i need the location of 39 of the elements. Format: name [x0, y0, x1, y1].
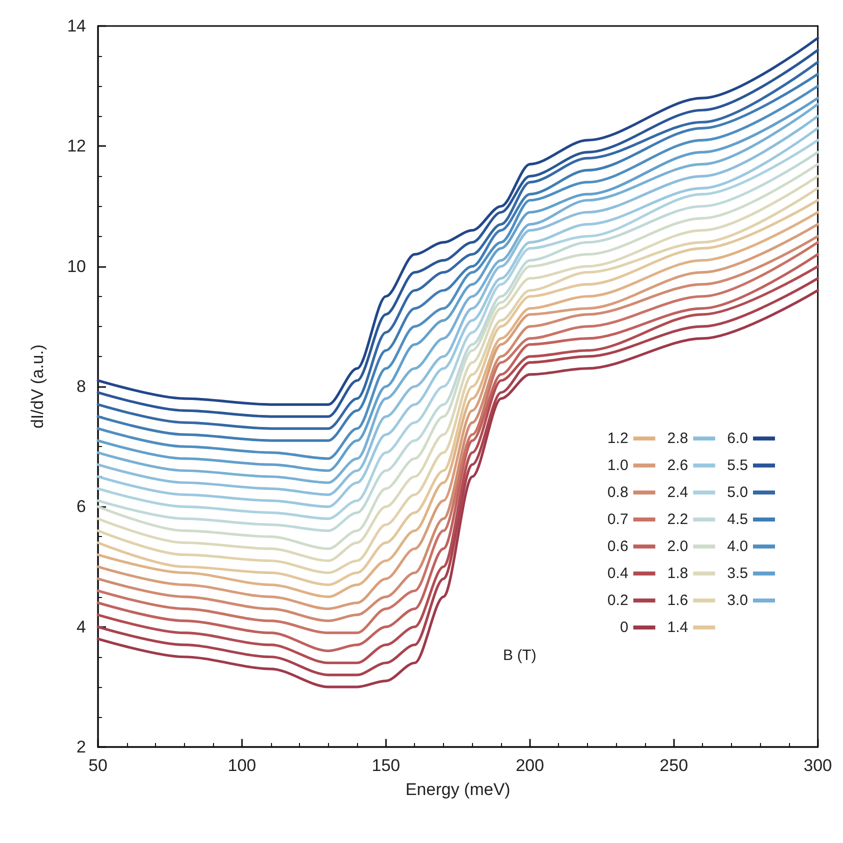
legend-title: B (T)	[503, 647, 536, 664]
legend-label: 1.0	[607, 457, 628, 474]
y-tick-label: 12	[67, 136, 86, 156]
y-tick-label: 14	[67, 16, 86, 36]
x-tick-label: 250	[660, 756, 688, 775]
x-tick-label: 300	[804, 756, 832, 775]
legend-label: 0.7	[607, 511, 628, 528]
legend-label: 5.0	[727, 484, 748, 501]
legend-label: 6.0	[727, 430, 748, 447]
legend-label: 0.8	[607, 484, 628, 501]
legend-label: 1.8	[667, 565, 688, 582]
legend-label: 0.4	[607, 565, 628, 582]
legend-label: 2.2	[667, 511, 688, 528]
legend-label: 1.4	[667, 619, 688, 636]
legend-label: 2.6	[667, 457, 688, 474]
y-tick-label: 8	[76, 377, 86, 396]
x-axis-title: Energy (meV)	[405, 780, 510, 799]
legend-label: 1.2	[607, 430, 628, 447]
x-tick-label: 200	[516, 756, 544, 775]
legend-label: 4.0	[727, 538, 748, 555]
legend-label: 0.6	[607, 538, 628, 555]
y-tick-label: 2	[76, 738, 86, 756]
y-tick-label: 4	[76, 617, 86, 636]
legend-label: 2.4	[667, 484, 688, 501]
legend-label: 1.6	[667, 592, 688, 609]
legend-label: 3.0	[727, 592, 748, 609]
legend-label: 4.5	[727, 511, 748, 528]
y-tick-label: 6	[76, 497, 86, 516]
legend-label: 2.8	[667, 430, 688, 447]
legend-label: 0	[620, 619, 628, 636]
legend-label: 2.0	[667, 538, 688, 555]
legend-label: 3.5	[727, 565, 748, 582]
x-tick-label: 150	[372, 756, 400, 775]
x-tick-label: 100	[228, 756, 256, 775]
x-tick-label: 50	[88, 756, 108, 775]
y-axis-title: dI/dV (a.u.)	[28, 344, 47, 429]
legend-label: 0.2	[607, 592, 628, 609]
legend-label: 5.5	[727, 457, 748, 474]
y-tick-label: 10	[67, 256, 86, 276]
